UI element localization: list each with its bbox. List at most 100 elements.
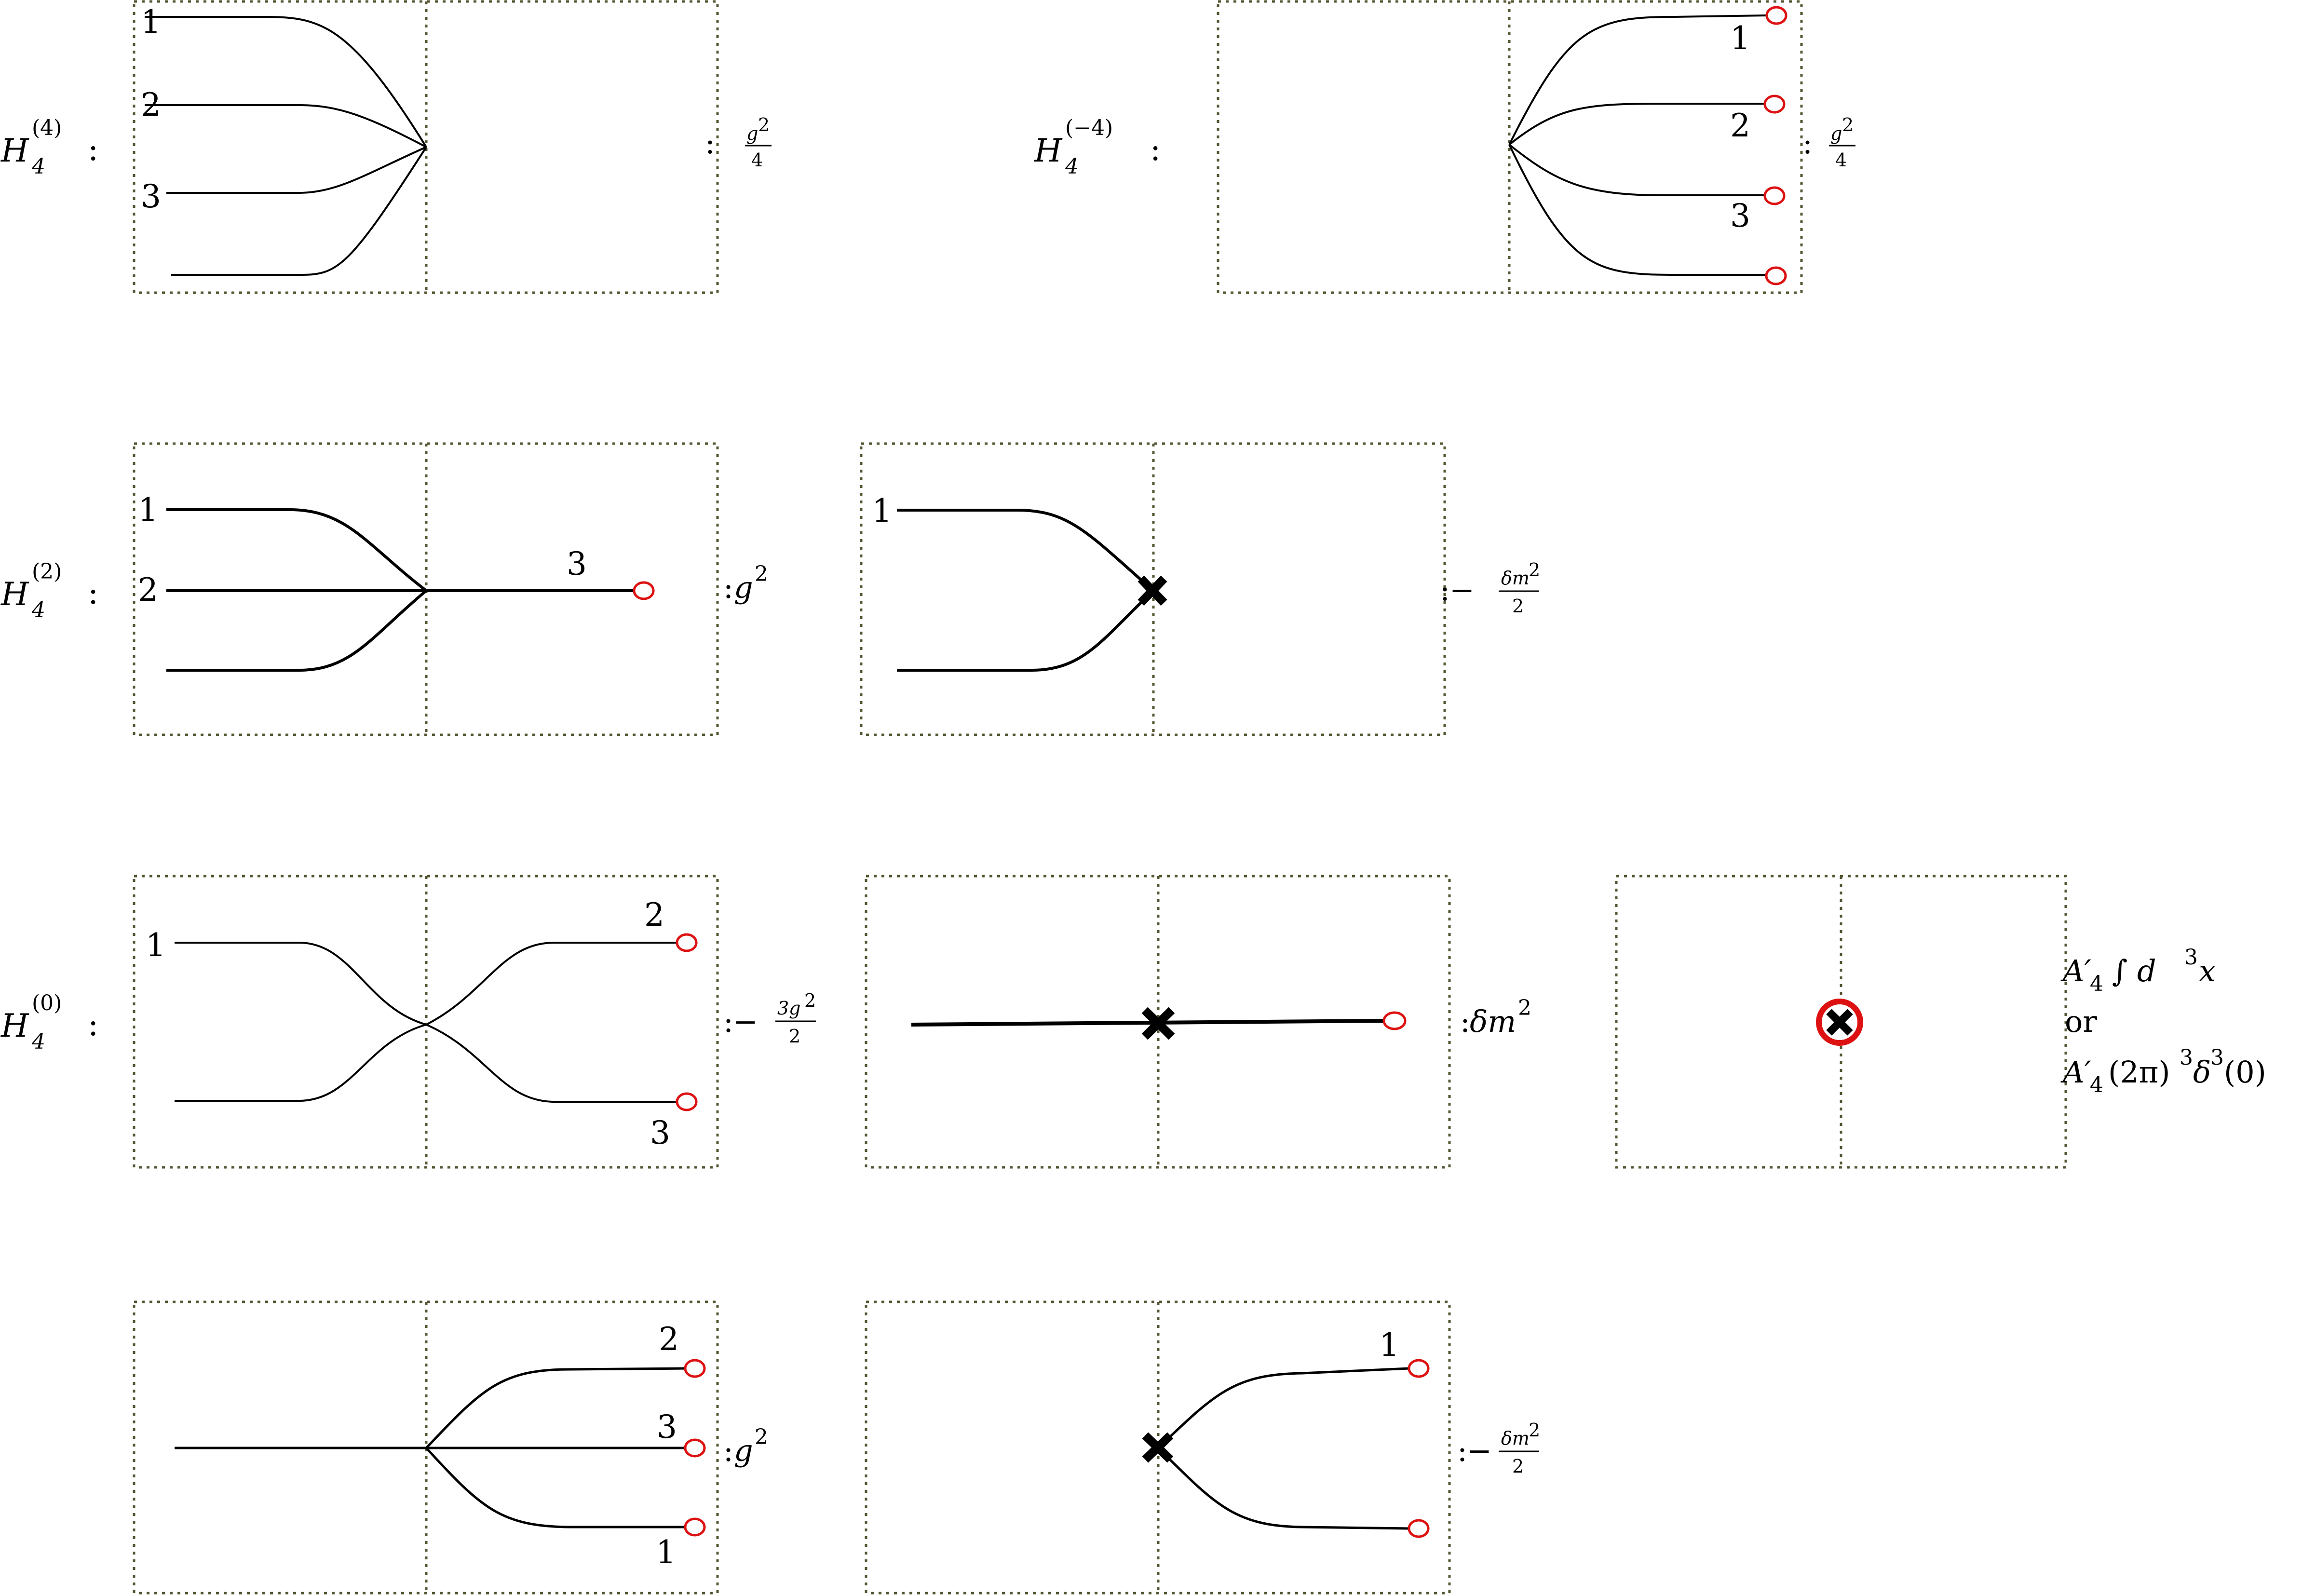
svg-text:H: H [0, 576, 29, 613]
svg-text:(2π): (2π) [2108, 1055, 2170, 1090]
svg-text:−: − [1449, 572, 1475, 608]
endpoint-circle [684, 1517, 706, 1537]
endpoint-circle [1408, 1359, 1430, 1378]
leg-label-1: 1 [656, 1534, 676, 1571]
leg-label-2: 2 [659, 1321, 679, 1358]
leg-label-3: 3 [1730, 197, 1750, 234]
leg-line [1508, 144, 1765, 196]
svg-text::: : [723, 1004, 733, 1039]
leg-label-2: 2 [1730, 107, 1750, 144]
leg-label-1: 1 [146, 927, 166, 964]
panel-h4-m4-lines [1508, 14, 1768, 276]
row-label-h4-4: H 4 (4) : [0, 116, 98, 179]
svg-text:x: x [2199, 953, 2216, 988]
panel-frames [133, 0, 2067, 1595]
svg-text::: : [88, 574, 98, 611]
coef-g2-a: : g 2 [723, 562, 768, 605]
row-label-h4-m4: H 4 (−4) : [1034, 116, 1161, 179]
svg-text:−: − [733, 1004, 758, 1039]
endpoint-circle [684, 1359, 706, 1378]
svg-text::: : [1150, 131, 1161, 168]
svg-text:3g: 3g [777, 998, 801, 1019]
svg-text:(2): (2) [32, 559, 62, 584]
svg-text:2: 2 [1512, 1456, 1524, 1477]
svg-text:δm: δm [1501, 568, 1530, 589]
coef-minus-dm2-over-2-b: : − δm 2 2 [1457, 1420, 1540, 1477]
cross-icon [1137, 575, 1167, 606]
panel-row4-a-frame [133, 1300, 719, 1595]
svg-text:2: 2 [804, 990, 816, 1011]
panel-h4-0-a-endpoints [676, 933, 698, 1111]
svg-text:δ: δ [2193, 1055, 2211, 1090]
svg-text:g: g [734, 1433, 753, 1468]
svg-text:A′: A′ [2060, 1055, 2091, 1090]
leg-label-1: 1 [1379, 1326, 1399, 1364]
svg-text::: : [723, 570, 733, 605]
svg-text:2: 2 [1529, 559, 1540, 581]
leg-label-3: 3 [650, 1114, 670, 1151]
svg-text:g: g [1830, 123, 1842, 144]
endpoint-circle [1763, 186, 1786, 205]
endpoint-circle [1765, 6, 1787, 25]
row-label-h4-2: H 4 (2) : [0, 559, 98, 622]
svg-text:3: 3 [2184, 945, 2198, 970]
leg-label-1: 1 [872, 492, 892, 529]
svg-text:4: 4 [31, 154, 45, 179]
svg-text:∫ d: ∫ d [2112, 953, 2156, 988]
leg-label-1: 1 [141, 3, 161, 41]
svg-text:4: 4 [2090, 1073, 2103, 1097]
row-label-h4-0: H 4 (0) : [0, 991, 98, 1054]
svg-text:3: 3 [2180, 1045, 2193, 1070]
svg-text::: : [1457, 1433, 1467, 1468]
svg-text:2: 2 [1512, 595, 1524, 617]
svg-text:2: 2 [789, 1026, 800, 1047]
endpoint-circle [676, 1092, 698, 1111]
panel-h4-4-frame [133, 0, 719, 294]
panel-row4-a-endpoints [684, 1359, 706, 1537]
coef-vacuum-counterterm: A′ 4 ∫ d 3 x or A′ 4 (2π) 3 δ 3 (0) [2060, 945, 2266, 1097]
coef-g2-over-4-a: : g 2 4 [705, 114, 772, 171]
leg-line [1508, 14, 1768, 145]
panel-h4-0-a-lines [175, 942, 677, 1103]
panel-row4-b-lines [1157, 1367, 1409, 1530]
svg-text:H: H [0, 1007, 29, 1044]
svg-text:2: 2 [758, 114, 770, 135]
leg-line [897, 589, 1155, 672]
svg-text:(0): (0) [2224, 1055, 2266, 1090]
leg-label-3: 3 [657, 1408, 677, 1446]
endpoint-circle [1382, 1011, 1407, 1030]
svg-text:4: 4 [31, 598, 45, 622]
svg-text:g: g [746, 123, 758, 144]
svg-text:H: H [0, 132, 29, 169]
leg-line [1157, 1367, 1409, 1449]
panel-row4-b-endpoints [1408, 1359, 1430, 1538]
svg-text:2: 2 [755, 1425, 768, 1449]
leg-line [145, 16, 427, 148]
leg-label-2: 2 [141, 86, 161, 123]
svg-text:2: 2 [1518, 996, 1531, 1020]
svg-text:2: 2 [755, 562, 768, 586]
cross-icon [1141, 1007, 1175, 1040]
leg-line [425, 1367, 686, 1449]
panel-h4-m4-endpoints [1763, 6, 1787, 285]
endpoint-circle [1408, 1519, 1430, 1538]
coef-minus-dm2-over-2-a: : − δm 2 2 [1440, 559, 1540, 617]
leg-line [166, 589, 427, 672]
panel-row4-a-lines [175, 1367, 686, 1528]
leg-label-2: 2 [138, 571, 158, 609]
svg-text:4: 4 [751, 149, 763, 171]
svg-text::: : [1802, 125, 1813, 161]
panel-h4-m4-frame [1217, 0, 1803, 294]
leg-line [175, 942, 677, 1102]
panel-h4-2-a-lines [166, 508, 634, 672]
panel-h4-2-a-frame [133, 442, 719, 736]
coef-g2-b: : g 2 [723, 1425, 768, 1468]
svg-text:2: 2 [1842, 114, 1854, 135]
svg-text::: : [1460, 1004, 1470, 1039]
panel-h4-0-a-frame [133, 875, 719, 1169]
svg-text:g: g [734, 570, 753, 605]
panel-h4-4-lines [145, 16, 427, 276]
svg-text:3: 3 [2210, 1045, 2224, 1070]
leg-line [897, 509, 1154, 592]
